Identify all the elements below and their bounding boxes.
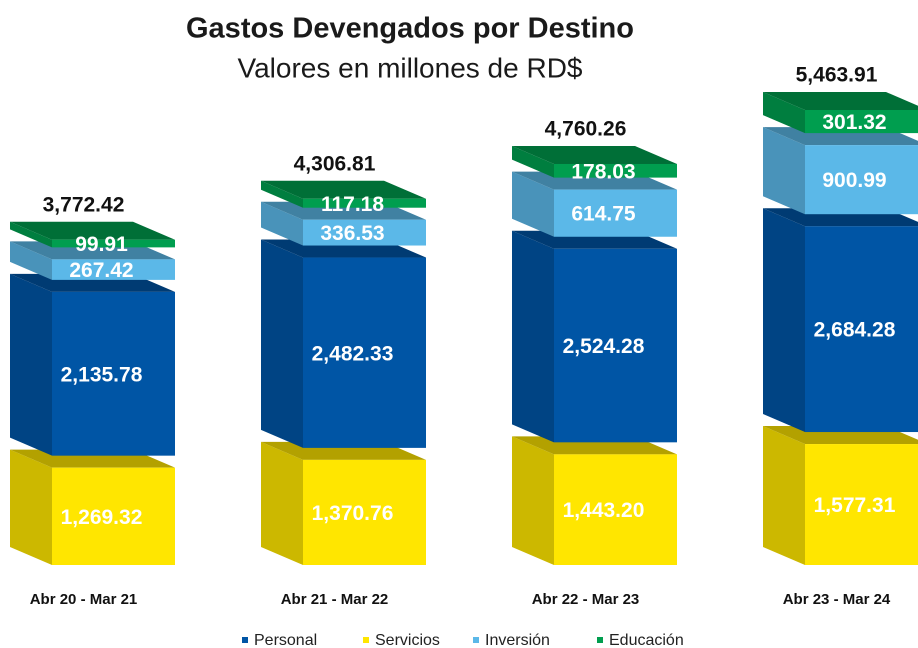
value-label: 336.53 bbox=[320, 222, 384, 245]
value-label: 2,135.78 bbox=[61, 363, 143, 386]
value-label: 900.99 bbox=[822, 169, 886, 192]
legend-label: Servicios bbox=[375, 632, 440, 648]
bar-side bbox=[763, 208, 805, 433]
value-label: 2,482.33 bbox=[312, 342, 394, 365]
total-label: 5,463.91 bbox=[796, 64, 878, 87]
value-label: 267.42 bbox=[69, 259, 133, 282]
value-label: 1,577.31 bbox=[814, 494, 896, 517]
bar bbox=[303, 257, 426, 448]
bar-side bbox=[261, 239, 303, 448]
bar bbox=[805, 145, 918, 215]
value-label: 301.32 bbox=[822, 111, 886, 134]
bar-side bbox=[10, 273, 52, 456]
total-label: 4,306.81 bbox=[294, 152, 376, 175]
legend-label: Educación bbox=[609, 632, 684, 648]
bar bbox=[805, 226, 918, 433]
bar-top bbox=[512, 145, 677, 164]
legend-swatch bbox=[363, 637, 369, 643]
bar bbox=[805, 444, 918, 565]
value-label: 1,370.76 bbox=[312, 502, 394, 525]
bar-side bbox=[261, 201, 303, 246]
legend-swatch bbox=[242, 637, 248, 643]
bar-side bbox=[261, 180, 303, 208]
bar bbox=[52, 239, 175, 248]
x-tick-label: Abr 22 - Mar 23 bbox=[532, 591, 640, 608]
total-label: 3,772.42 bbox=[43, 193, 125, 216]
bar bbox=[554, 454, 677, 565]
value-label: 2,524.28 bbox=[563, 335, 645, 358]
bar-side bbox=[512, 436, 554, 565]
value-label: 99.91 bbox=[75, 233, 128, 256]
x-tick-label: Abr 20 - Mar 21 bbox=[30, 591, 138, 608]
total-label: 4,760.26 bbox=[545, 118, 627, 141]
bar bbox=[52, 259, 175, 280]
value-label: 1,443.20 bbox=[563, 499, 645, 522]
bar-top bbox=[10, 221, 175, 240]
legend-swatch bbox=[597, 637, 603, 643]
value-label: 2,684.28 bbox=[814, 319, 896, 342]
x-tick-label: Abr 23 - Mar 24 bbox=[783, 591, 891, 608]
bar-top bbox=[763, 92, 918, 111]
bar bbox=[554, 248, 677, 443]
bar bbox=[52, 467, 175, 565]
bar-side bbox=[10, 241, 52, 280]
value-label: 117.18 bbox=[321, 193, 384, 216]
bar-side bbox=[763, 92, 805, 134]
bar bbox=[805, 110, 918, 134]
bar-side bbox=[512, 145, 554, 178]
bar bbox=[554, 163, 677, 178]
legend-label: Inversión bbox=[485, 632, 550, 648]
bar bbox=[303, 198, 426, 208]
x-tick-label: Abr 21 - Mar 22 bbox=[281, 591, 389, 608]
legend-swatch bbox=[473, 637, 479, 643]
bar bbox=[554, 189, 677, 237]
value-label: 1,269.32 bbox=[61, 506, 143, 529]
legend-label: Personal bbox=[254, 632, 317, 648]
bar-side bbox=[10, 449, 52, 565]
bar-side bbox=[261, 441, 303, 565]
bar bbox=[303, 459, 426, 565]
value-label: 614.75 bbox=[571, 203, 636, 226]
chart-subtitle: Valores en millones de RD$ bbox=[238, 52, 583, 83]
bar-top bbox=[261, 180, 426, 199]
bar-side bbox=[10, 221, 52, 248]
chart-title: Gastos Devengados por Destino bbox=[186, 13, 634, 45]
bar-side bbox=[763, 426, 805, 565]
bar bbox=[52, 291, 175, 456]
value-label: 178.03 bbox=[571, 160, 635, 183]
bar bbox=[303, 219, 426, 246]
bar-side bbox=[512, 171, 554, 237]
bar-side bbox=[763, 127, 805, 215]
bar-side bbox=[512, 230, 554, 443]
